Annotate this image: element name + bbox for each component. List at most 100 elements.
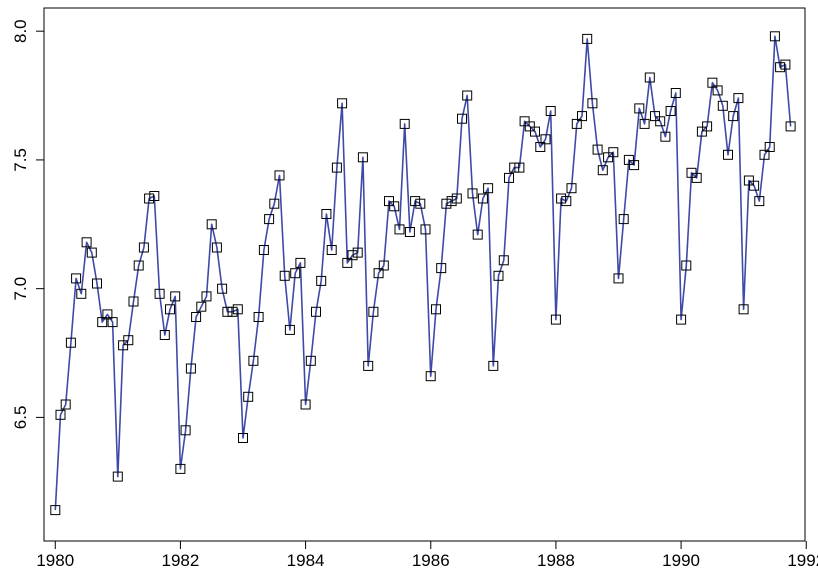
data-point (754, 196, 765, 207)
x-tick-label: 1988 (537, 551, 575, 569)
x-axis: 1980 1982 1984 1986 1988 1990 1992 (36, 541, 818, 569)
data-point (457, 113, 467, 124)
data-point (571, 118, 582, 129)
data-point (384, 196, 394, 207)
data-point (232, 304, 243, 315)
data-point (404, 227, 415, 237)
data-point (681, 260, 692, 271)
data-point (316, 275, 327, 286)
y-tick-label: 7.0 (11, 277, 30, 301)
data-point (493, 270, 504, 281)
data-point (608, 147, 619, 158)
data-point (269, 198, 280, 209)
data-point (50, 505, 61, 516)
data-point (243, 391, 254, 402)
data-point (488, 360, 499, 371)
data-point (431, 304, 441, 315)
data-point (118, 340, 129, 351)
data-point (274, 170, 285, 181)
data-point (138, 242, 149, 253)
data-point (112, 471, 123, 482)
data-point (133, 260, 144, 271)
data-point (634, 103, 645, 114)
data-point (743, 175, 754, 186)
data-point (159, 330, 170, 340)
data-point (144, 193, 155, 204)
data-point (550, 314, 561, 325)
data-point (201, 291, 212, 302)
data-point (733, 93, 744, 104)
data-point (566, 183, 577, 194)
data-point (472, 229, 483, 240)
plot-frame (43, 7, 806, 542)
data-point (253, 312, 264, 322)
data-point (446, 196, 457, 207)
data-point (483, 183, 494, 194)
data-point (352, 247, 363, 258)
data-point (394, 224, 405, 235)
x-tick-label: 1982 (162, 551, 200, 569)
data-point (227, 306, 238, 317)
data-point (425, 371, 436, 382)
data-point (284, 324, 295, 335)
data-point (519, 116, 530, 127)
data-point (728, 111, 739, 122)
data-point (86, 247, 97, 258)
data-point (676, 314, 687, 325)
data-point (723, 149, 733, 160)
data-point (436, 263, 447, 274)
data-point (686, 167, 697, 178)
data-point (587, 98, 598, 109)
data-point (785, 121, 796, 132)
y-tick-label: 6.5 (11, 406, 30, 430)
data-point (170, 291, 181, 302)
data-point (102, 309, 113, 320)
data-point (92, 278, 102, 289)
data-point (399, 118, 410, 129)
data-point (759, 149, 770, 160)
data-point (644, 72, 655, 83)
data-point (769, 31, 780, 42)
data-point (477, 193, 488, 204)
data-point (175, 463, 186, 474)
data-point (76, 288, 87, 299)
data-point (279, 270, 290, 281)
data-point (55, 409, 66, 420)
x-tick-label: 1992 (787, 551, 818, 569)
data-point (441, 198, 452, 209)
data-point (639, 118, 650, 129)
data-point (556, 193, 567, 204)
data-point (582, 33, 593, 44)
data-point (655, 116, 666, 127)
data-point (540, 134, 551, 145)
data-point (165, 304, 175, 315)
data-point (211, 242, 222, 253)
data-point (81, 237, 92, 248)
data-point (702, 121, 713, 132)
data-point (258, 245, 269, 255)
data-point (524, 121, 535, 132)
data-point (597, 165, 608, 176)
data-point (462, 90, 473, 101)
data-point (717, 100, 728, 111)
data-point (691, 172, 702, 183)
data-point (613, 273, 624, 284)
y-tick-label: 7.5 (11, 148, 30, 172)
data-point (123, 335, 134, 346)
data-point (410, 196, 421, 207)
data-point (196, 301, 207, 312)
data-point (530, 126, 540, 137)
data-point (577, 111, 587, 122)
data-point (65, 337, 76, 348)
data-point (300, 399, 311, 410)
data-point (290, 268, 301, 279)
data-point (217, 283, 228, 294)
y-axis: 6.5 7.0 7.5 8.0 (11, 19, 44, 429)
data-point (420, 224, 431, 235)
data-point (504, 172, 514, 183)
data-point (603, 152, 614, 163)
data-point (618, 214, 629, 225)
data-point (670, 88, 681, 98)
data-point (514, 162, 525, 173)
